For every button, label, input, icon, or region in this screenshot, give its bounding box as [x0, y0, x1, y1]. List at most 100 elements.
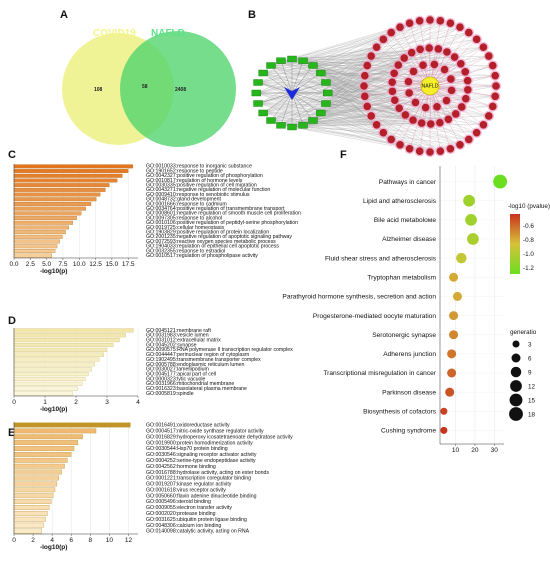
bar	[13, 522, 44, 528]
bar	[13, 216, 77, 220]
bar	[13, 528, 42, 534]
network-edge	[258, 82, 365, 87]
bar	[13, 446, 75, 451]
target-node	[479, 43, 488, 52]
target-node	[464, 28, 473, 37]
bubble	[447, 368, 457, 378]
bar	[13, 343, 114, 347]
panel-label-c: C	[8, 149, 16, 161]
target-node	[390, 96, 399, 105]
network-edge	[258, 75, 365, 104]
bar-label: GO:0031625:ubiquitin protein ligase bind…	[146, 517, 247, 523]
network-edge	[320, 72, 365, 76]
network-edge	[291, 47, 377, 60]
x-tick-label: 12	[125, 537, 133, 544]
x-tick-label: 10	[452, 447, 460, 454]
target-node	[436, 17, 445, 25]
network-edge	[258, 103, 384, 133]
x-tick-label: 4	[50, 537, 54, 544]
target-node	[394, 61, 403, 69]
bar	[13, 183, 110, 188]
x-tick-label: 4	[136, 399, 140, 406]
size-legend-label: 3	[528, 341, 532, 348]
target-node	[472, 35, 481, 44]
network-edge	[291, 92, 304, 126]
size-legend-dot	[509, 393, 523, 407]
target-node	[485, 112, 493, 120]
network-edge	[429, 39, 477, 87]
bar	[13, 487, 56, 493]
drug-node	[316, 109, 326, 117]
drug-node	[287, 123, 297, 131]
target-node	[440, 65, 449, 74]
network-edge	[409, 85, 431, 149]
drug-node	[266, 62, 276, 69]
category-label: Transcriptional misregulation in cancer	[323, 370, 436, 377]
bar	[13, 249, 56, 253]
bar	[13, 428, 97, 434]
bar	[13, 362, 95, 367]
bar-label: GO:0030027:lamellipodium	[146, 367, 209, 373]
bubble	[449, 311, 459, 321]
bar-label: GO:0042562:hormone binding	[146, 464, 216, 470]
target-node	[450, 53, 459, 61]
bar-label: GO:0031983:vesicle lumen	[146, 333, 209, 339]
target-node	[488, 102, 497, 111]
bar	[13, 357, 100, 362]
target-node	[363, 61, 372, 70]
bar	[13, 239, 60, 244]
drug-node	[258, 69, 268, 77]
network-edge	[291, 92, 321, 114]
category-label: Lipid and atherosclerosis	[363, 198, 437, 205]
drug-node	[308, 62, 318, 69]
network-edge	[325, 82, 431, 153]
drug-node	[258, 109, 268, 117]
bar-label: GO:0030546:signaling receptor activator …	[146, 452, 257, 458]
bar-label: GO:0045121:membrane raft	[146, 328, 211, 334]
network-edge	[263, 92, 293, 114]
network-edge	[257, 92, 293, 104]
network-edge	[419, 20, 431, 87]
network-edge	[291, 126, 392, 140]
bar	[13, 422, 131, 428]
bubble	[449, 272, 459, 282]
target-node	[400, 54, 409, 62]
x-tick-label: 0.0	[9, 261, 18, 268]
target-node	[361, 92, 369, 101]
bar-label: GO:0005819:spindle	[146, 391, 194, 397]
x-axis-label: -log10(p)	[40, 268, 67, 275]
category-label: Biosynthesis of cofactors	[363, 408, 437, 415]
target-node	[405, 144, 414, 153]
network-edge	[291, 92, 314, 121]
network-edge	[291, 27, 401, 60]
bar	[13, 469, 62, 475]
bar-label: GO:0004252:serine-type endopeptidase act…	[146, 458, 256, 464]
target-node	[419, 61, 427, 69]
target-node	[456, 141, 464, 149]
bar	[13, 230, 66, 235]
panel-label-e: E	[8, 427, 15, 439]
target-node	[456, 23, 464, 31]
network-edge	[303, 60, 399, 66]
bubble	[456, 252, 467, 264]
colorbar	[510, 214, 520, 274]
bar-label: GO:0048306:calcium ion binding	[146, 523, 221, 529]
bar-label: GO:0044447:perinuclear region of cytopla…	[146, 352, 249, 358]
target-node	[361, 71, 369, 80]
venn-diagram: COVID19 NAFLD 108 58 2408	[62, 28, 236, 147]
target-node	[491, 71, 499, 80]
target-node	[409, 116, 417, 124]
bubble	[465, 213, 477, 226]
bar-label: GO:0050660:flavin adenine dinucleotide b…	[146, 493, 257, 499]
target-node	[411, 98, 420, 107]
bar-label: GO:0009410:response to xenobiotic stimul…	[146, 192, 250, 198]
network-edge	[391, 32, 431, 87]
target-node	[363, 102, 372, 111]
colorbar-tick-label: -0.6	[523, 223, 534, 230]
colorbar-title: -log10 (pvalue)	[508, 203, 550, 210]
target-node	[492, 82, 500, 90]
x-tick-label: 7.5	[58, 261, 67, 268]
bar-label: GO:0045202:synapse	[146, 342, 197, 348]
network-edge	[280, 125, 384, 133]
network-edge	[291, 60, 304, 94]
